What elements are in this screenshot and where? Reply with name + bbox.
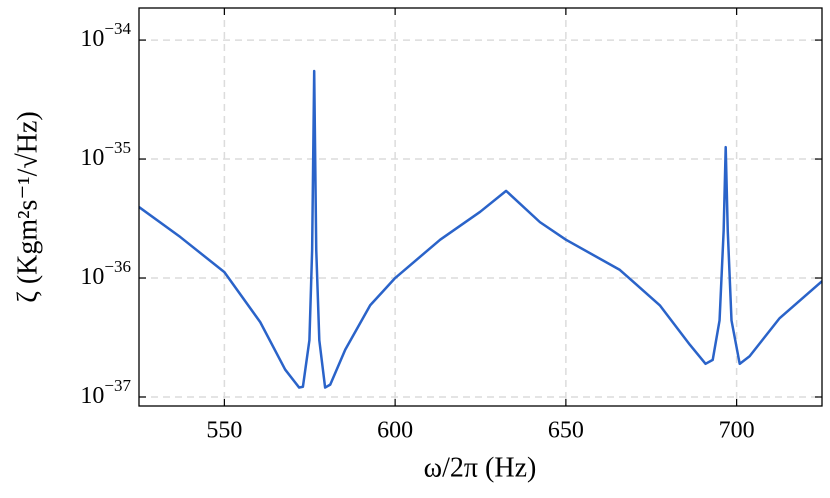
y-tick-label: 10−34 [80, 19, 131, 52]
y-tick-exponent: −37 [104, 376, 131, 395]
x-tick-label: 700 [719, 418, 755, 444]
y-tick-base: 10 [80, 145, 104, 171]
y-tick-base: 10 [80, 264, 104, 290]
y-axis-label: ζ (Kgm²s⁻¹/√Hz) [12, 111, 43, 303]
data-line [139, 69, 822, 389]
y-tick-exponent: −35 [104, 138, 131, 157]
x-axis-label: ω/2π (Hz) [424, 452, 537, 483]
y-tick-label: 10−36 [80, 257, 131, 290]
y-tick-label: 10−35 [80, 138, 131, 171]
y-tick-base: 10 [80, 382, 104, 408]
plot-frame [138, 7, 823, 407]
y-tick-exponent: −34 [104, 19, 131, 38]
y-tick-base: 10 [80, 26, 104, 52]
y-tick-exponent: −36 [104, 257, 131, 276]
y-tick-label: 10−37 [80, 376, 131, 409]
x-tick-label: 650 [548, 418, 584, 444]
x-tick-label: 550 [206, 418, 242, 444]
x-tick-label: 600 [377, 418, 413, 444]
